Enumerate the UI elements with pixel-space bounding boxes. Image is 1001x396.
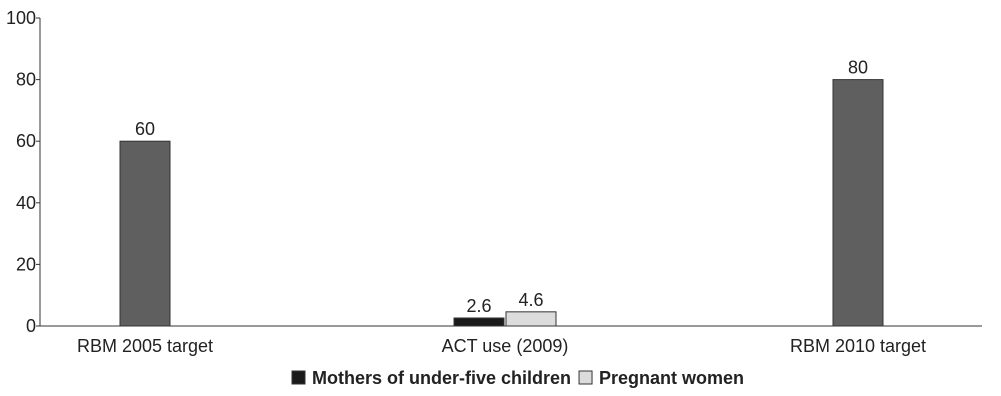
legend-label: Mothers of under-five children — [312, 368, 571, 388]
y-tick-label: 40 — [16, 193, 36, 213]
bar-2-2 — [505, 311, 557, 327]
y-tick-label: 100 — [6, 8, 36, 28]
x-category-label: ACT use (2009) — [442, 336, 569, 356]
y-tick-label: 60 — [16, 131, 36, 151]
bar-1-1 — [119, 140, 171, 327]
legend-swatch — [291, 370, 306, 385]
x-category-label: RBM 2005 target — [77, 336, 213, 356]
y-tick-label: 0 — [26, 316, 36, 336]
bar-2-1 — [453, 317, 505, 327]
y-axis-ticks: 0 20 40 60 80 100 — [6, 8, 40, 336]
legend: Mothers of under-five children Pregnant w… — [291, 368, 744, 388]
data-label: 2.6 — [466, 296, 491, 316]
y-tick-label: 80 — [16, 70, 36, 90]
data-label: 80 — [848, 58, 868, 78]
bars — [119, 79, 884, 327]
data-label: 4.6 — [518, 290, 543, 310]
bar-3-1 — [832, 79, 884, 327]
category-labels: RBM 2005 target ACT use (2009) RBM 2010 ta… — [77, 336, 926, 356]
x-category-label: RBM 2010 target — [790, 336, 926, 356]
data-label: 60 — [135, 119, 155, 139]
legend-label: Pregnant women — [599, 368, 744, 388]
y-tick-label: 20 — [16, 254, 36, 274]
data-labels: 60 2.6 4.6 80 — [135, 58, 868, 316]
legend-swatch — [578, 370, 593, 385]
